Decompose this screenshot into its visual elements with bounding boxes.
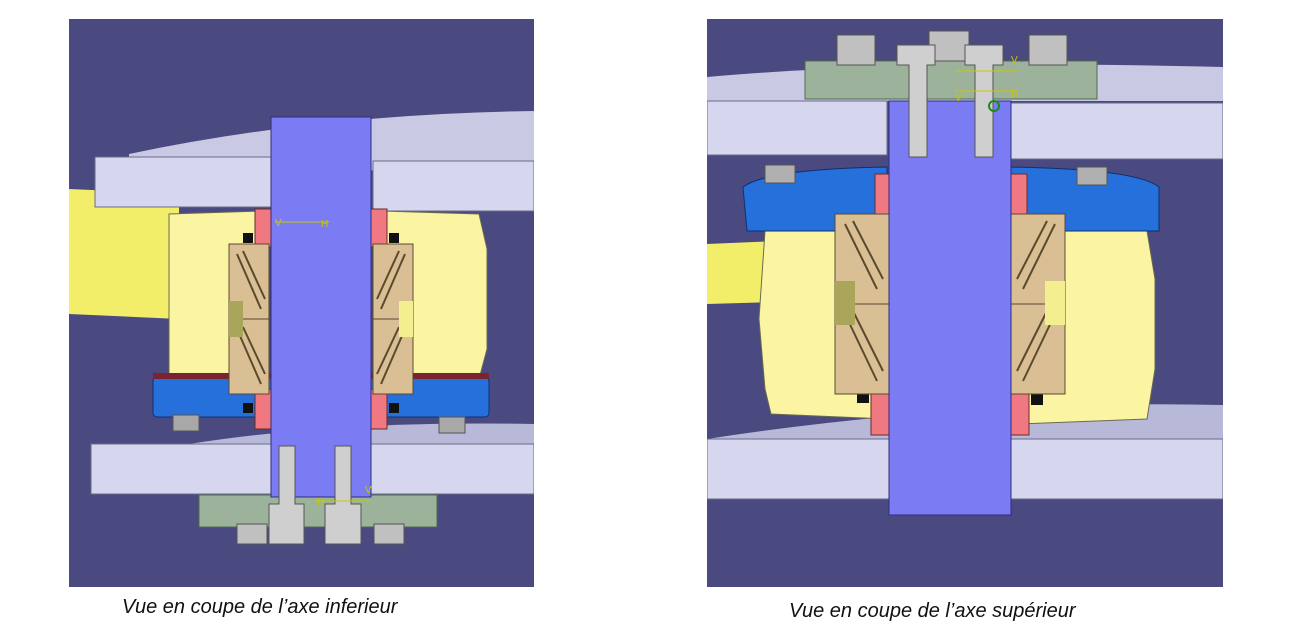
seal-lower-right	[1010, 390, 1030, 436]
lower-axle-section-view: V H H V	[69, 19, 534, 587]
dimension-label-v-left: V	[955, 93, 962, 104]
flange-bolt-left	[764, 164, 796, 184]
upper-plate-right	[372, 160, 534, 212]
o-ring-3	[243, 403, 253, 413]
bearing-left-spacer	[835, 281, 855, 325]
upper-plate-left	[707, 100, 888, 156]
seal-lower-left	[870, 390, 890, 436]
bottom-washer-plate	[198, 494, 438, 528]
o-ring-2	[389, 233, 399, 243]
bearing-right-rollers	[376, 250, 406, 385]
top-nut-center	[928, 30, 970, 62]
shaft	[270, 116, 372, 498]
o-ring-2	[1031, 393, 1043, 405]
flange-bolt-right	[438, 416, 466, 434]
dimension-label-v-top: V	[1011, 55, 1018, 66]
bearing-left-rollers	[236, 250, 266, 385]
seal-upper-left	[254, 208, 272, 248]
top-nut-right	[1028, 34, 1068, 66]
shaft	[888, 100, 1012, 516]
lower-axle-drawing: V H H V	[69, 19, 534, 587]
caption-lower-axle: Vue en coupe de l’axe inferieur	[122, 596, 398, 618]
dimension-label-v-bottom: V	[365, 485, 372, 496]
dimension-label-h-top: H	[321, 219, 328, 230]
top-washer-plate	[804, 60, 1098, 100]
lower-plate-left	[90, 443, 272, 495]
bottom-nut-right	[373, 523, 405, 545]
yellow-arm	[69, 189, 179, 319]
dimension-label-v-top: V	[275, 218, 282, 229]
seal-upper-right	[370, 208, 388, 248]
bearing-left-rollers	[844, 220, 884, 382]
yellow-arm	[707, 241, 777, 304]
dimension-label-h: H	[1011, 89, 1018, 100]
caption-upper-axle: Vue en coupe de l’axe supérieur	[789, 600, 1076, 622]
bearing-right-spacer	[399, 301, 413, 337]
bottom-bolt-left	[268, 445, 305, 545]
bearing-right-spacer	[1045, 281, 1065, 325]
dimension-label-h-bottom: H	[317, 497, 324, 508]
lower-plate-right	[368, 443, 534, 495]
upper-axle-section-view: V V H	[707, 19, 1223, 587]
bearing-right-rollers	[1016, 220, 1056, 382]
upper-axle-drawing: V V H	[707, 19, 1223, 587]
lower-plate-left	[707, 438, 892, 500]
upper-plate-right	[1010, 102, 1223, 160]
top-nut-left	[836, 34, 876, 66]
o-ring-4	[389, 403, 399, 413]
seal-lower-left	[254, 388, 272, 430]
top-bolt-right	[964, 44, 1004, 158]
bottom-nut-left	[236, 523, 268, 545]
top-bolt-left	[896, 44, 936, 158]
upper-plate-left	[94, 156, 274, 208]
lower-plate-right	[1006, 438, 1223, 500]
reference-point-marker	[988, 100, 1000, 112]
flange-bolt-right	[1076, 166, 1108, 186]
o-ring-1	[243, 233, 253, 243]
bottom-bolt-right	[324, 445, 362, 545]
seal-lower-right	[370, 388, 388, 430]
flange-bolt-left	[172, 414, 200, 432]
bearing-left-spacer	[229, 301, 243, 337]
